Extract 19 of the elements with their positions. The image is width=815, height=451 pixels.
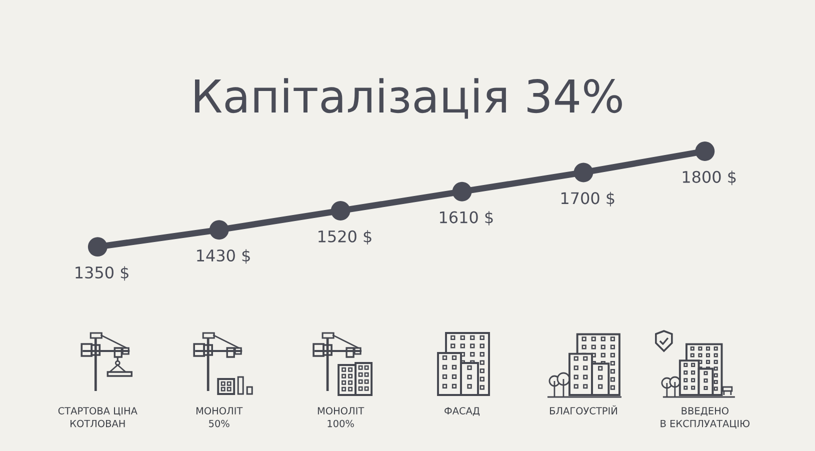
point [209, 220, 229, 240]
data-label: 1350 $ [76, 266, 128, 281]
point [88, 237, 108, 257]
x-tick-label: ФАСАД [444, 407, 480, 416]
x-tick-label: МОНОЛІТ 50% [196, 407, 243, 428]
data-label: 1700 $ [561, 192, 614, 206]
data-label: 1520 $ [318, 230, 372, 245]
x-tick-label: ВВЕДЕНО В ЕКСПЛУАТАЦІЮ [660, 407, 750, 429]
x-tick-label: БЛАГОУСТРІЙ [550, 405, 617, 414]
point [330, 200, 350, 220]
data-label: 1430 $ [197, 249, 250, 264]
chart-title: Капіталізація 34% [195, 78, 622, 119]
x-tick-label: МОНОЛІТ 100% [318, 407, 364, 428]
x-tick-label: СТАРТОВА ЦІНА КОТЛОВАН [58, 407, 138, 428]
point [452, 182, 472, 202]
data-label: 1610 $ [440, 210, 493, 226]
point [695, 142, 715, 161]
point [574, 162, 594, 182]
data-label: 1800 $ [682, 170, 736, 186]
